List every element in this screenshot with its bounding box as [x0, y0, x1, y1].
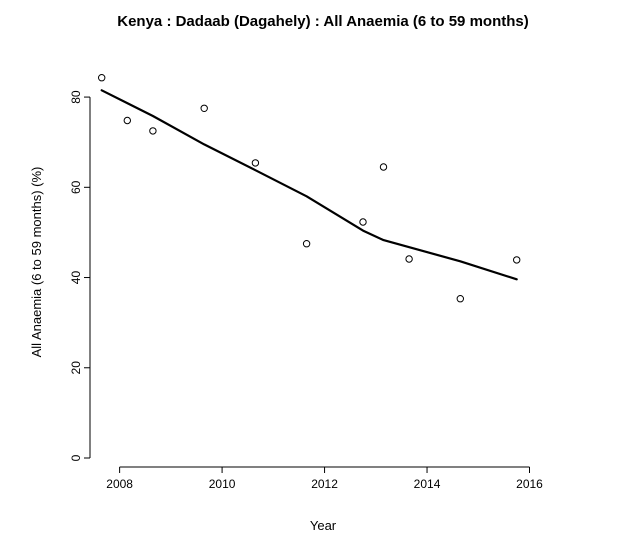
trend-line — [100, 89, 518, 281]
data-point — [302, 240, 311, 248]
x-axis-label: Year — [310, 518, 337, 533]
x-tick-label: 2010 — [209, 477, 236, 491]
data-point — [123, 116, 132, 125]
data-point — [359, 218, 367, 226]
data-point — [379, 163, 388, 171]
x-tick-label: 2008 — [106, 477, 133, 491]
data-point — [456, 295, 464, 303]
y-tick-label: 20 — [69, 361, 83, 375]
y-axis-label: All Anaemia (6 to 59 months) (%) — [29, 167, 44, 358]
y-tick-label: 60 — [69, 180, 83, 194]
data-point — [98, 74, 106, 82]
data-point — [149, 127, 157, 135]
y-axis: 0 20 40 60 80 — [69, 90, 91, 461]
x-tick-label: 2012 — [311, 477, 338, 491]
y-tick-label: 0 — [69, 454, 83, 461]
y-tick-label: 40 — [69, 271, 83, 285]
data-point — [200, 104, 208, 113]
x-tick-label: 2016 — [516, 477, 543, 491]
y-tick-label: 80 — [69, 90, 83, 104]
data-point — [513, 256, 521, 264]
x-tick-label: 2014 — [414, 477, 441, 491]
plot-area — [98, 74, 521, 303]
data-point — [251, 159, 260, 167]
chart-title: Kenya : Dadaab (Dagahely) : All Anaemia … — [117, 13, 528, 30]
data-point — [405, 255, 413, 263]
x-axis: 2008 2010 2012 2014 2016 — [106, 466, 543, 491]
